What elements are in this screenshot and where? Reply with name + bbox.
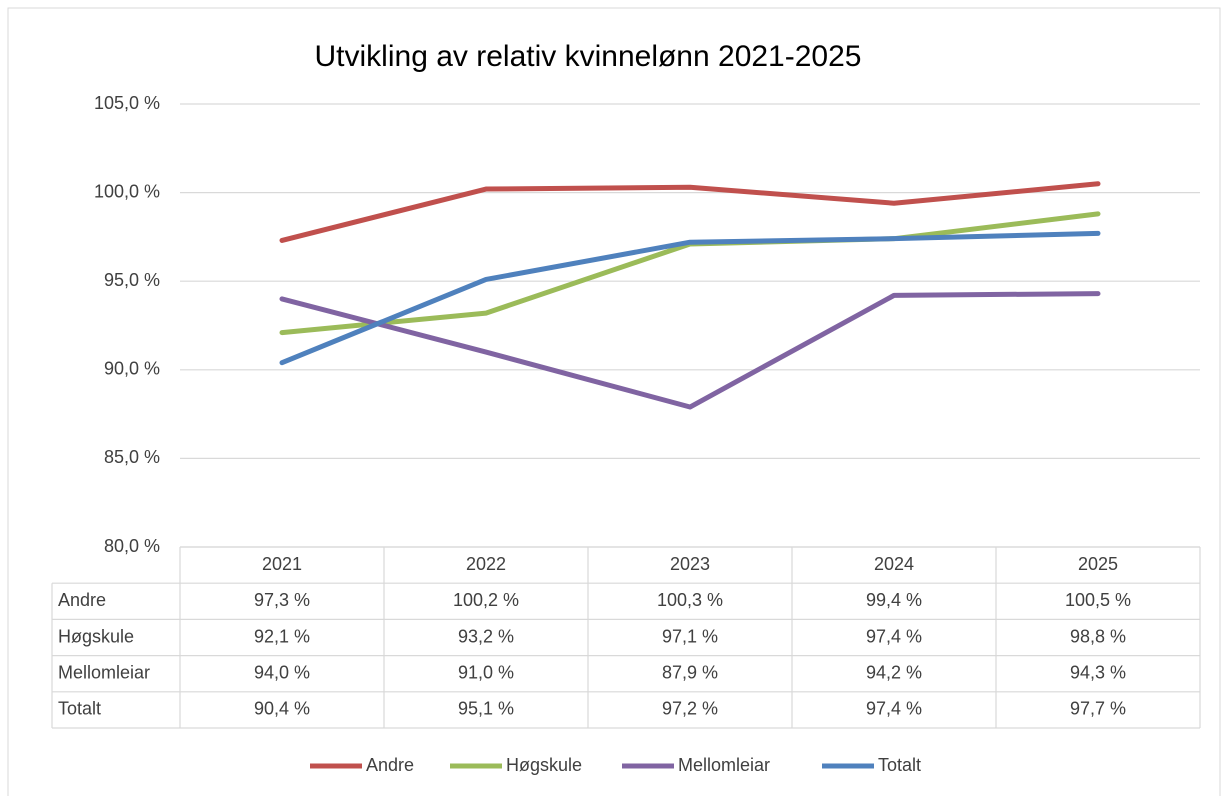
series-line xyxy=(279,230,1101,366)
table-value: 100,5 % xyxy=(1065,590,1131,610)
table-row-label: Andre xyxy=(58,590,106,610)
x-tick-label: 2024 xyxy=(874,554,914,574)
table-value: 97,4 % xyxy=(866,699,922,719)
y-tick-label: 105,0 % xyxy=(94,93,160,113)
table-value: 99,4 % xyxy=(866,590,922,610)
x-tick-label: 2025 xyxy=(1078,554,1118,574)
table-value: 94,0 % xyxy=(254,662,310,682)
table-value: 100,3 % xyxy=(657,590,723,610)
chart-border xyxy=(7,7,1221,801)
table-row-label: Totalt xyxy=(58,699,101,719)
table-value: 98,8 % xyxy=(1070,626,1126,646)
table-value: 93,2 % xyxy=(458,626,514,646)
table-value: 97,4 % xyxy=(866,626,922,646)
legend-label: Totalt xyxy=(878,755,921,775)
y-tick-label: 80,0 % xyxy=(104,536,160,556)
legend-label: Andre xyxy=(366,755,414,775)
legend-label: Mellomleiar xyxy=(678,755,770,775)
series-line xyxy=(279,291,1101,410)
table-value: 94,3 % xyxy=(1070,662,1126,682)
y-tick-label: 85,0 % xyxy=(104,447,160,467)
table-value: 100,2 % xyxy=(453,590,519,610)
table-value: 95,1 % xyxy=(458,699,514,719)
x-tick-label: 2021 xyxy=(262,554,302,574)
legend-label: Høgskule xyxy=(506,755,582,775)
table-value: 92,1 % xyxy=(254,626,310,646)
table-row-label: Mellomleiar xyxy=(58,662,150,682)
table-value: 91,0 % xyxy=(458,662,514,682)
chart-title: Utvikling av relativ kvinnelønn 2021-202… xyxy=(315,40,862,73)
table-value: 97,3 % xyxy=(254,590,310,610)
table-value: 90,4 % xyxy=(254,699,310,719)
series-line xyxy=(279,181,1101,243)
table-value: 94,2 % xyxy=(866,662,922,682)
y-tick-label: 90,0 % xyxy=(104,359,160,379)
y-tick-label: 95,0 % xyxy=(104,270,160,290)
table-value: 97,7 % xyxy=(1070,699,1126,719)
y-tick-label: 100,0 % xyxy=(94,181,160,201)
table-value: 97,1 % xyxy=(662,626,718,646)
table-row-label: Høgskule xyxy=(58,626,134,646)
table-value: 87,9 % xyxy=(662,662,718,682)
x-tick-label: 2022 xyxy=(466,554,506,574)
table-value: 97,2 % xyxy=(662,699,718,719)
x-tick-label: 2023 xyxy=(670,554,710,574)
